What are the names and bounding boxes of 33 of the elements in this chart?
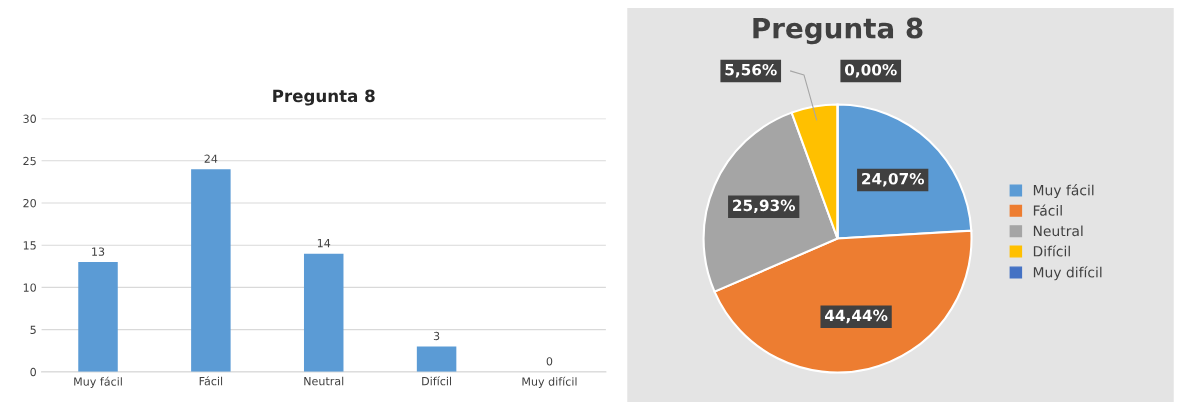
data-label: 24 [204, 154, 218, 163]
data-label: 14 [317, 239, 331, 248]
data-label: 5,56% [725, 63, 777, 78]
legend-label: Difícil [1033, 245, 1070, 257]
text: 0,00% [844, 63, 897, 78]
bar [78, 262, 118, 372]
chart-title: Pregunta 8 [753, 17, 923, 45]
data-label: 44,44% [824, 309, 888, 324]
bar [191, 169, 231, 372]
legend-label: Muy difícil [1033, 266, 1102, 281]
y-tick-label: 15 [23, 241, 36, 250]
legend-label: Neutral [1033, 225, 1083, 237]
bar [416, 346, 457, 372]
data-label: 24,07% [862, 172, 925, 187]
y-tick-label: 0 [30, 367, 36, 377]
x-tick-label: Fácil [199, 376, 223, 386]
chart-title: Pregunta 8 [273, 89, 375, 106]
data-label: 3 [433, 331, 440, 341]
x-tick-label: Muy fácil [74, 376, 122, 388]
x-tick-label: Neutral [304, 376, 344, 386]
data-label: 13 [92, 247, 105, 256]
y-tick-label: 5 [30, 325, 36, 335]
y-tick-label: 25 [23, 156, 36, 166]
data-label: 0 [546, 357, 553, 366]
x-tick-label: Difícil [422, 376, 452, 386]
data-label: 25,93% [733, 199, 796, 214]
bar [303, 253, 344, 372]
legend-label: Fácil [1033, 204, 1062, 216]
legend-label: Muy fácil [1033, 184, 1094, 199]
y-tick-label: 10 [23, 283, 36, 292]
y-tick-label: 30 [23, 114, 36, 123]
x-tick-label: Muy difícil [522, 376, 577, 388]
y-tick-label: 20 [23, 198, 36, 208]
